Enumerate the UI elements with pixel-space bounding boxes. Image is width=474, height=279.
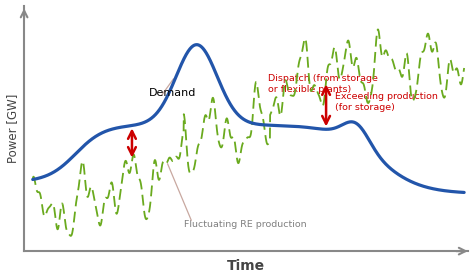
Text: Dispatch (from storage
or flexible plants): Dispatch (from storage or flexible plant… [268,74,378,94]
X-axis label: Time: Time [227,259,265,273]
Y-axis label: Power [GW]: Power [GW] [6,94,18,163]
Text: Demand: Demand [149,88,197,98]
Text: Fluctuating RE production: Fluctuating RE production [184,220,306,229]
Text: Exceeding production
(for storage): Exceeding production (for storage) [335,92,438,112]
